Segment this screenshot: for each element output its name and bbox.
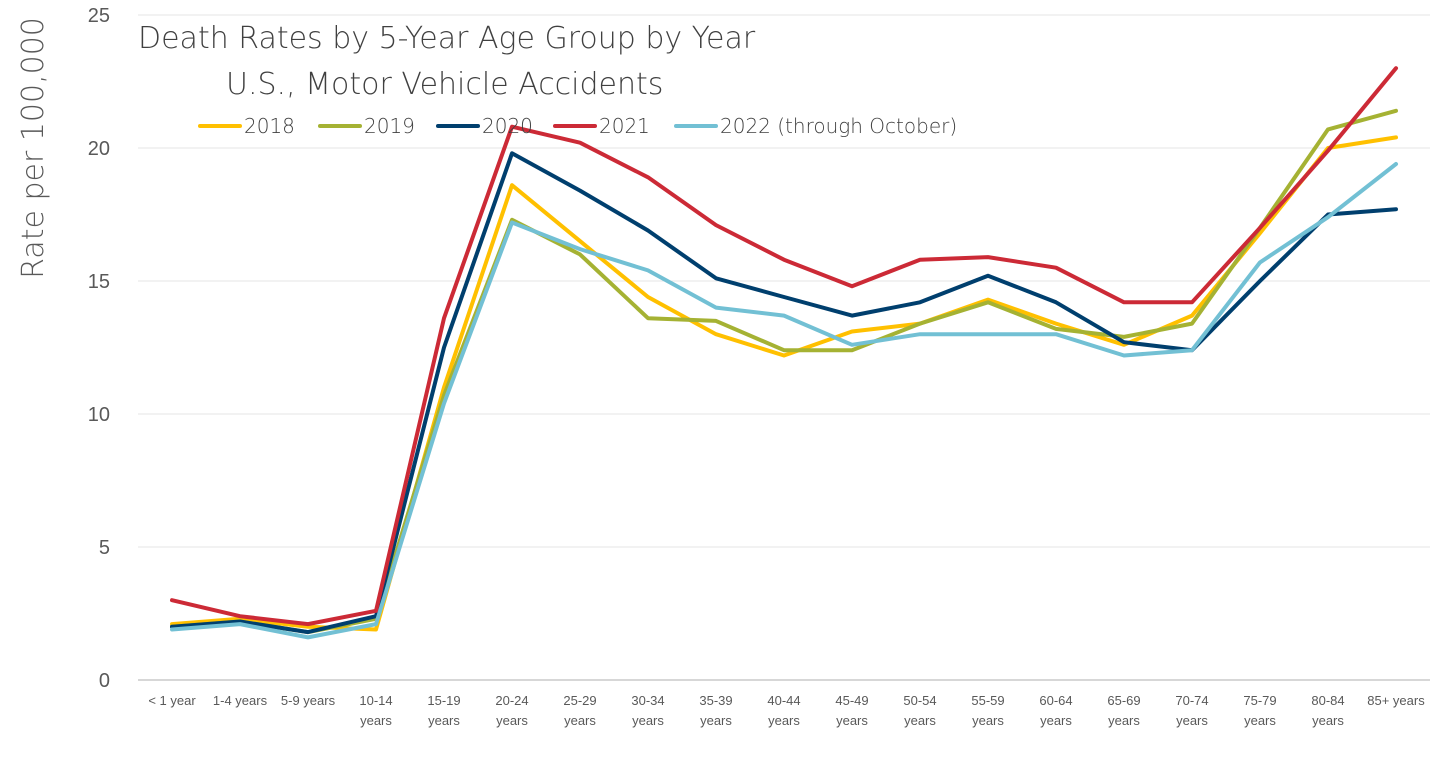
y-tick-label: 15 xyxy=(88,271,110,293)
legend-label: 2021 xyxy=(599,114,650,138)
series-line-2022 xyxy=(170,162,1398,640)
y-tick-label: 5 xyxy=(99,537,110,559)
x-tick-label: 35-39 years xyxy=(699,693,732,728)
legend-label: 2019 xyxy=(364,114,415,138)
x-tick-label: 10-14 years xyxy=(359,693,392,728)
x-tick-label: 80-84 years xyxy=(1311,693,1344,728)
series-line-2021 xyxy=(170,66,1398,627)
legend-label: 2018 xyxy=(244,114,295,138)
y-tick-label: 25 xyxy=(88,5,110,27)
chart-title-line-2: U.S., Motor Vehicle Accidents xyxy=(226,67,663,102)
x-tick-label: 55-59 years xyxy=(971,693,1004,728)
x-axis-ticks: < 1 year 1-4 years 5-9 years 10-14 years 15-1… xyxy=(148,693,1425,728)
y-tick-label: 10 xyxy=(88,404,110,426)
x-tick-label: 15-19 years xyxy=(427,693,460,728)
series-line-2019 xyxy=(170,108,1398,635)
y-axis-label: Rate per 100,000 xyxy=(16,17,51,279)
x-tick-label: 25-29 years xyxy=(563,693,596,728)
x-tick-label: 50-54 years xyxy=(903,693,936,728)
legend-label: 2022 (through October) xyxy=(720,114,957,138)
x-tick-label: 1-4 years xyxy=(213,693,268,708)
series-line-2020 xyxy=(170,151,1398,635)
series-lines xyxy=(170,66,1398,640)
x-tick-label: 75-79 years xyxy=(1243,693,1276,728)
x-tick-label: 20-24 years xyxy=(495,693,528,728)
x-tick-label: 40-44 years xyxy=(767,693,800,728)
y-tick-label: 20 xyxy=(88,138,110,160)
gridlines xyxy=(138,14,1430,681)
x-tick-label: 60-64 years xyxy=(1039,693,1072,728)
chart-title-line-1: Death Rates by 5-Year Age Group by Year xyxy=(138,21,756,56)
legend-label: 2020 xyxy=(482,114,533,138)
x-tick-label: 85+ years xyxy=(1367,693,1425,708)
x-tick-label: 65-69 years xyxy=(1107,693,1140,728)
x-tick-label: 70-74 years xyxy=(1175,693,1208,728)
y-axis-ticks: 0 5 10 15 20 25 xyxy=(88,5,110,692)
legend: 2018 2019 2020 2021 2022 (through October) xyxy=(198,114,957,138)
x-tick-label: 5-9 years xyxy=(281,693,336,708)
x-tick-label: < 1 year xyxy=(148,693,196,708)
y-tick-label: 0 xyxy=(99,670,110,692)
x-tick-label: 30-34 years xyxy=(631,693,664,728)
series-line-2018 xyxy=(170,135,1398,632)
x-tick-label: 45-49 years xyxy=(835,693,868,728)
